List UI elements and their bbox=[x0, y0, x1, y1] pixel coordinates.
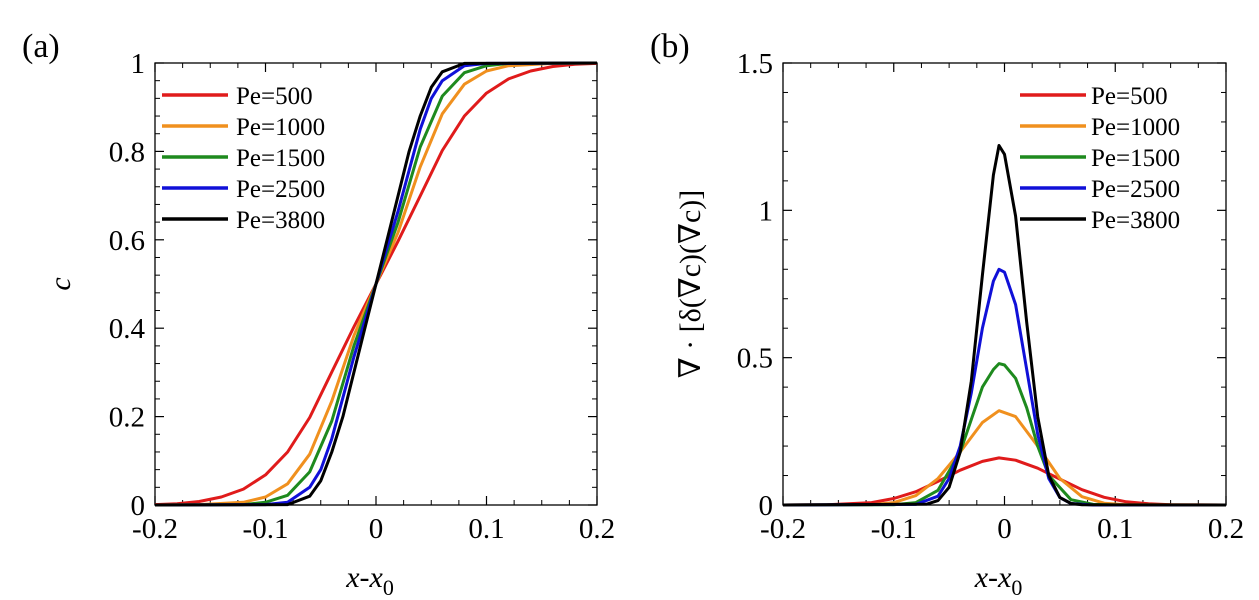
x-axis-label: x-x0 bbox=[345, 561, 394, 600]
legend-entry: Pe=1000 bbox=[236, 114, 325, 141]
x-tick-label: 0.1 bbox=[1097, 513, 1133, 545]
legend-entry: Pe=1000 bbox=[1091, 114, 1180, 141]
y-tick-label: 0.6 bbox=[109, 225, 145, 257]
legend-entry: Pe=500 bbox=[236, 83, 313, 110]
panel-label: (b) bbox=[650, 28, 690, 65]
x-tick-label: 0.2 bbox=[579, 513, 615, 545]
x-axis-label-subscript: 0 bbox=[1011, 575, 1022, 600]
x-axis-label-subscript: 0 bbox=[383, 575, 394, 600]
y-tick-label: 0.2 bbox=[109, 402, 145, 434]
series-line-pe-1500 bbox=[783, 362, 1226, 507]
x-tick-label: 0.1 bbox=[468, 513, 504, 545]
y-tick-label: 0 bbox=[759, 490, 774, 522]
x-axis-label: x-x0 bbox=[974, 561, 1023, 600]
legend-entry: Pe=1500 bbox=[1091, 145, 1180, 172]
series-line-pe-1000 bbox=[783, 409, 1226, 507]
legend-entry: Pe=2500 bbox=[236, 176, 325, 203]
legend-entry: Pe=500 bbox=[1091, 83, 1168, 110]
y-tick-label: 0.4 bbox=[109, 313, 146, 345]
x-axis-label-main: x-x bbox=[345, 561, 383, 594]
series-line-pe-2500 bbox=[783, 267, 1226, 507]
y-tick-label: 0.8 bbox=[109, 136, 145, 168]
x-tick-label: 0 bbox=[369, 513, 384, 545]
y-tick-label: 1 bbox=[759, 195, 774, 227]
y-tick-label: 0 bbox=[131, 490, 146, 522]
y-axis-label: c bbox=[44, 277, 77, 290]
x-tick-label: 0 bbox=[997, 513, 1012, 545]
legend-entry: Pe=3800 bbox=[236, 207, 325, 234]
panel-label: (a) bbox=[22, 28, 60, 65]
legend-entry: Pe=1500 bbox=[236, 145, 325, 172]
x-axis-label-main: x-x bbox=[974, 561, 1012, 594]
legend-entry: Pe=2500 bbox=[1091, 176, 1180, 203]
y-tick-label: 0.5 bbox=[737, 343, 773, 375]
y-axis-label: ∇ · [δ(∇c)(∇c)] bbox=[674, 190, 707, 379]
x-tick-label: -0.2 bbox=[760, 513, 806, 545]
series-line-pe-3800 bbox=[155, 61, 597, 507]
y-tick-label: 1 bbox=[131, 48, 146, 80]
legend-entry: Pe=3800 bbox=[1091, 207, 1180, 234]
x-tick-label: -0.1 bbox=[871, 513, 917, 545]
y-tick-label: 1.5 bbox=[737, 48, 773, 80]
x-tick-label: 0.2 bbox=[1208, 513, 1244, 545]
series-line-pe-3800 bbox=[783, 144, 1226, 507]
x-tick-label: -0.1 bbox=[243, 513, 289, 545]
series-line-pe-500 bbox=[783, 456, 1226, 507]
panel-a: (a)-0.2 -0.1 0 0.1 0.200.20.40.60.81x-x0cPe=… bbox=[22, 28, 615, 600]
panel-b: (b)-0.2 -0.1 0 0.1 0.200.511.5x-x0∇ · [δ(∇c)… bbox=[650, 28, 1244, 600]
x-tick-label: -0.2 bbox=[132, 513, 178, 545]
